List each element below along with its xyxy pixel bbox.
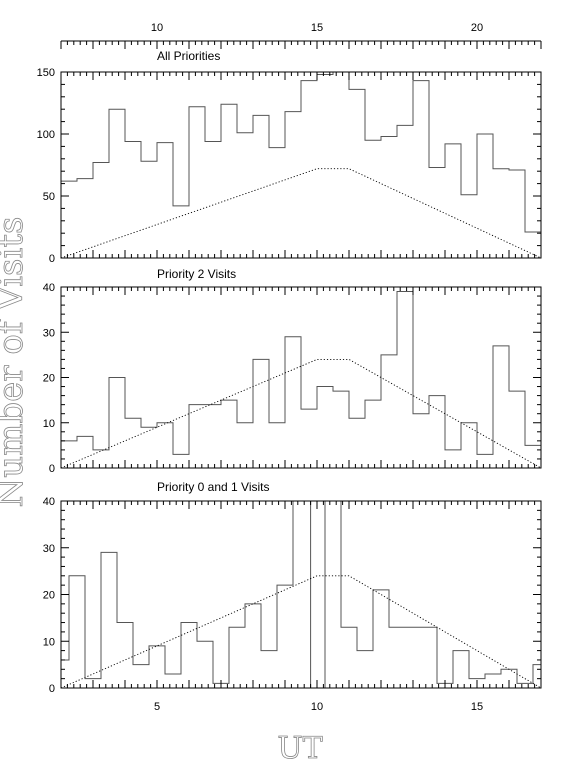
y-tick-label: 10: [43, 636, 55, 648]
bottom-x-tick-label: 10: [311, 701, 323, 713]
y-tick-label: 0: [49, 463, 55, 475]
panel-title-priority-0-1: Priority 0 and 1 Visits: [157, 480, 270, 494]
y-tick-label: 0: [49, 253, 55, 265]
reference-profile-line: [60, 358, 542, 469]
bottom-ut-axis: 5 10 15: [154, 701, 483, 713]
y-tick-label: 40: [43, 282, 55, 294]
y-tick-label: 10: [43, 418, 55, 430]
y-tick-label: 150: [37, 67, 55, 79]
panel-priority-2: Priority 2 Visits 0 10 20 30 40: [43, 267, 542, 475]
histogram-series: [61, 72, 541, 258]
panel-priority-0-1: Priority 0 and 1 Visits 0 10 20 30 40: [43, 480, 542, 695]
reference-profile-line: [60, 168, 542, 259]
y-tick-label: 0: [49, 683, 55, 695]
top-x-tick-label: 10: [151, 22, 163, 34]
panel-all-priorities: All Priorities 0 50 100 150: [37, 49, 542, 265]
top-ut-axis: 10 15 20: [60, 22, 542, 49]
y-tick-label: 30: [43, 327, 55, 339]
y-tick-label: 30: [43, 543, 55, 555]
top-x-tick-label: 15: [311, 22, 323, 34]
y-tick-label: 20: [43, 373, 55, 385]
x-axis-label: UT: [277, 731, 322, 762]
histogram-series: [61, 501, 541, 688]
bottom-x-tick-label: 5: [154, 701, 160, 713]
y-tick-label: 100: [37, 129, 55, 141]
top-x-tick-label: 20: [471, 22, 483, 34]
y-tick-label: 20: [43, 590, 55, 602]
histogram-series: [61, 291, 541, 468]
y-tick-label: 50: [43, 191, 55, 203]
panel-title-priority-2: Priority 2 Visits: [157, 267, 236, 281]
y-tick-label: 40: [43, 496, 55, 508]
panel-frame: [60, 71, 542, 259]
reference-profile-line: [60, 575, 542, 689]
bottom-x-tick-label: 15: [471, 701, 483, 713]
panel-title-all-priorities: All Priorities: [157, 49, 220, 63]
y-axis-label: Number of Visits: [0, 217, 31, 508]
